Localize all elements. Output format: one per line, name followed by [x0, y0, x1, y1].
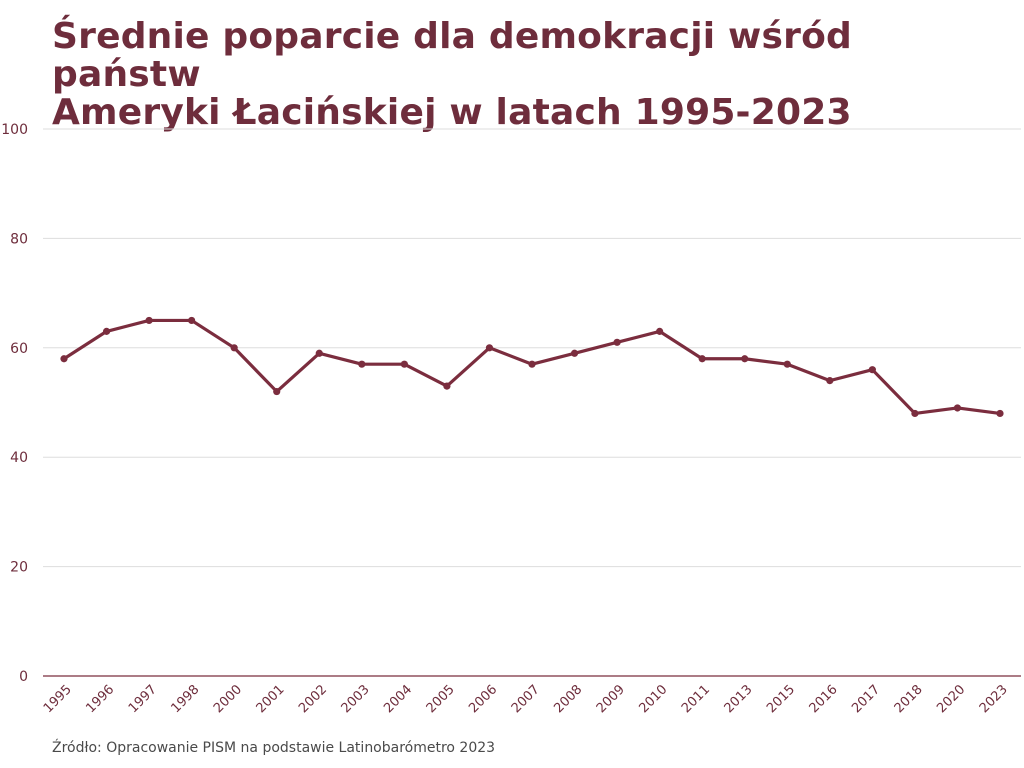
- x-tick-label: 2020: [934, 682, 968, 716]
- x-tick-label: 1997: [126, 682, 160, 716]
- x-tick-label: 2018: [892, 682, 926, 716]
- x-tick-label: 2023: [977, 682, 1011, 716]
- y-tick-label: 60: [10, 341, 28, 357]
- x-tick-label: 2010: [636, 682, 670, 716]
- data-point-2001: [273, 387, 281, 396]
- x-tick-label: 2005: [424, 682, 458, 716]
- x-tick-label: 2017: [849, 682, 883, 716]
- data-point-2010: [656, 327, 664, 335]
- x-tick-label: 1998: [168, 682, 202, 716]
- data-point-2008: [570, 349, 579, 357]
- x-tick-label: 2001: [254, 682, 288, 716]
- y-axis-tick-labels: 0 20 40 60 80 100: [1, 122, 28, 685]
- x-tick-label: 2015: [764, 682, 798, 716]
- x-tick-label: 1995: [41, 682, 75, 716]
- x-tick-label: 2002: [296, 682, 330, 716]
- data-point-2013: [741, 355, 749, 363]
- x-tick-label: 2007: [509, 682, 543, 716]
- chart-title-line-1: Średnie poparcie dla demokracji wśród pa…: [52, 16, 852, 95]
- data-point-2000: [230, 344, 238, 352]
- x-tick-label: 2009: [594, 682, 628, 716]
- source-note: Źródło: Opracowanie PISM na podstawie La…: [52, 740, 496, 756]
- y-tick-label: 80: [10, 231, 28, 247]
- data-point-2006: [485, 344, 494, 352]
- x-tick-label: 2006: [466, 682, 500, 716]
- data-point-2015: [783, 360, 791, 368]
- y-tick-label: 20: [10, 560, 28, 576]
- data-point-2003: [358, 360, 366, 368]
- x-tick-label: 2000: [211, 682, 245, 716]
- data-point-2005: [443, 382, 451, 390]
- data-point-2009: [613, 338, 621, 346]
- series-support-for-democracy: [60, 316, 1004, 418]
- x-tick-label: 2011: [679, 682, 713, 716]
- x-tick-label: 2016: [807, 682, 841, 716]
- data-point-2004: [400, 360, 408, 368]
- x-tick-label: 2008: [551, 682, 585, 716]
- data-point-1996: [102, 327, 111, 335]
- gridlines: [43, 128, 1021, 568]
- chart-title: Średnie poparcie dla demokracji wśród pa…: [52, 18, 1012, 132]
- data-point-1998: [188, 316, 196, 325]
- x-tick-label: 2003: [339, 682, 373, 716]
- data-point-2011: [698, 355, 706, 363]
- data-point-2016: [826, 377, 834, 385]
- data-point-2002: [315, 349, 323, 357]
- data-point-1995: [60, 355, 68, 363]
- data-point-2018: [911, 409, 919, 418]
- x-tick-label: 2013: [722, 682, 756, 716]
- data-point-1997: [145, 316, 153, 325]
- y-tick-label: 40: [10, 450, 28, 466]
- data-point-2017: [868, 366, 876, 374]
- y-tick-label: 100: [1, 122, 28, 138]
- x-tick-label: 2004: [381, 682, 415, 716]
- chart-title-line-2: Ameryki Łacińskiej w latach 1995-2023: [52, 92, 852, 133]
- data-point-2007: [528, 360, 536, 368]
- y-tick-label: 0: [19, 669, 28, 685]
- x-axis-tick-labels: 1995 1996 1997 1998 2000 2001 2002 2003 2004 2005…: [41, 682, 1011, 716]
- x-tick-label: 1996: [83, 682, 117, 716]
- data-point-2020: [953, 404, 962, 412]
- data-point-2023: [996, 409, 1004, 418]
